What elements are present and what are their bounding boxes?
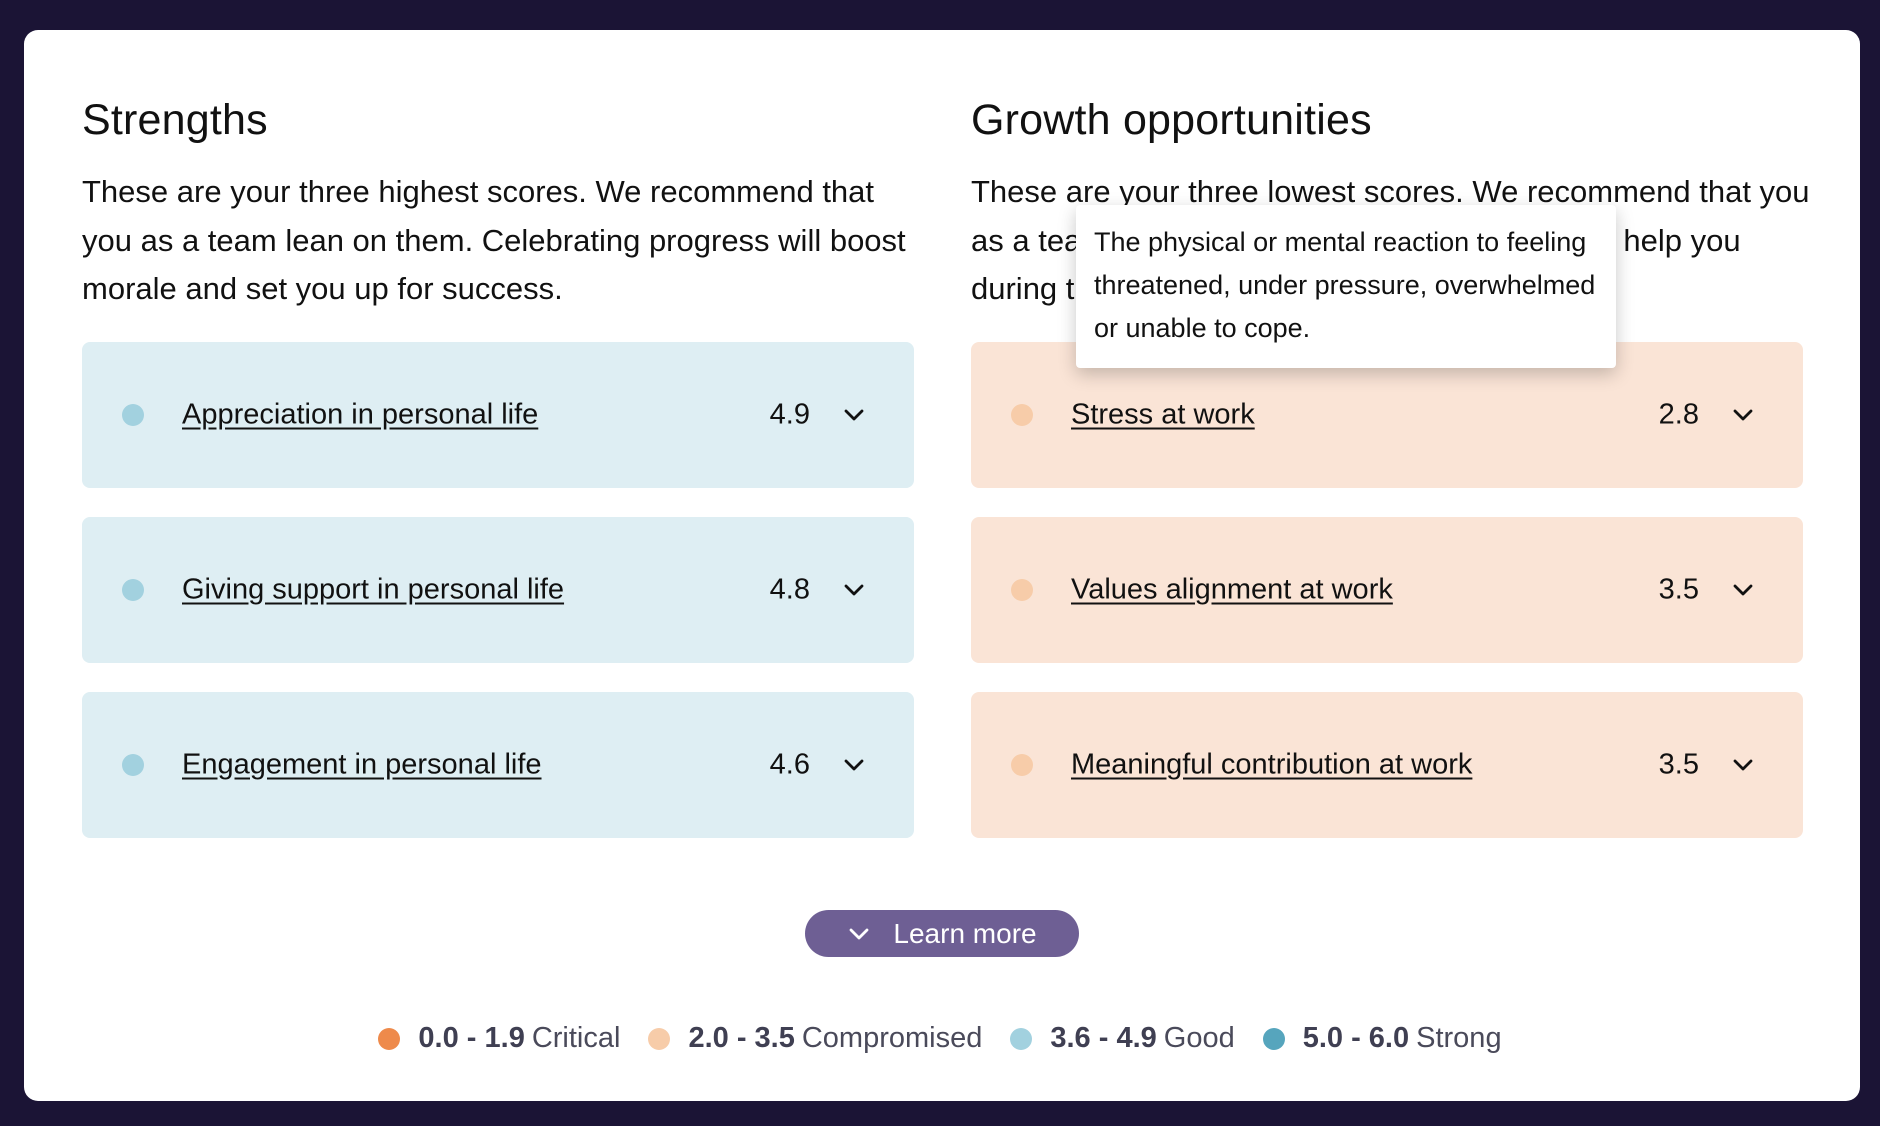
growth-row[interactable]: Values alignment at work 3.5 xyxy=(971,517,1803,663)
good-dot-icon xyxy=(122,404,144,426)
learn-more-label: Learn more xyxy=(893,917,1037,949)
score-legend: 0.0 - 1.9 Critical 2.0 - 3.5 Compromised… xyxy=(0,1022,1880,1055)
good-dot-icon xyxy=(122,579,144,601)
growth-list: Stress at work 2.8 Values alignment at w… xyxy=(971,342,1803,867)
strength-label[interactable]: Engagement in personal life xyxy=(182,748,542,781)
strong-dot-icon xyxy=(1262,1027,1285,1050)
strengths-title: Strengths xyxy=(82,96,268,144)
growth-score: 3.5 xyxy=(1658,573,1699,606)
growth-title: Growth opportunities xyxy=(971,96,1372,144)
growth-label[interactable]: Values alignment at work xyxy=(1071,573,1393,606)
strength-row[interactable]: Giving support in personal life 4.8 xyxy=(82,517,914,663)
chevron-down-icon[interactable] xyxy=(842,753,866,777)
critical-dot-icon xyxy=(378,1027,401,1050)
compromised-dot-icon xyxy=(1011,754,1033,776)
tooltip-text: The physical or mental reaction to feeli… xyxy=(1094,227,1596,343)
chevron-down-icon[interactable] xyxy=(842,403,866,427)
legend-range: 2.0 - 3.5 xyxy=(688,1022,795,1054)
good-dot-icon xyxy=(1010,1027,1033,1050)
strength-score: 4.6 xyxy=(769,748,810,781)
legend-item: 3.6 - 4.9 Good xyxy=(1010,1022,1235,1055)
chevron-down-icon[interactable] xyxy=(1731,578,1755,602)
chevron-down-icon[interactable] xyxy=(842,578,866,602)
legend-label: Critical xyxy=(531,1022,621,1054)
legend-range: 5.0 - 6.0 xyxy=(1302,1022,1410,1054)
strengths-description: These are your three highest scores. We … xyxy=(82,174,906,306)
tooltip: The physical or mental reaction to feeli… xyxy=(1076,205,1616,368)
compromised-dot-icon xyxy=(1011,404,1033,426)
legend-item: 2.0 - 3.5 Compromised xyxy=(648,1022,982,1055)
legend-range: 0.0 - 1.9 xyxy=(418,1022,525,1054)
growth-label[interactable]: Meaningful contribution at work xyxy=(1071,748,1473,781)
strength-label[interactable]: Appreciation in personal life xyxy=(182,398,539,431)
legend-label: Good xyxy=(1163,1022,1235,1054)
compromised-dot-icon xyxy=(1011,579,1033,601)
chevron-down-icon xyxy=(850,928,869,939)
strength-row[interactable]: Appreciation in personal life 4.9 xyxy=(82,342,914,488)
strengths-list: Appreciation in personal life 4.9 Giving… xyxy=(82,342,914,867)
strength-label[interactable]: Giving support in personal life xyxy=(182,573,565,606)
growth-score: 3.5 xyxy=(1658,748,1699,781)
strength-score: 4.9 xyxy=(769,398,810,431)
legend-item: 5.0 - 6.0 Strong xyxy=(1262,1022,1502,1055)
legend-label: Strong xyxy=(1416,1022,1502,1054)
learn-more-button[interactable]: Learn more xyxy=(805,910,1079,957)
legend-item: 0.0 - 1.9 Critical xyxy=(378,1022,620,1055)
chevron-down-icon[interactable] xyxy=(1731,753,1755,777)
legend-range: 3.6 - 4.9 xyxy=(1050,1022,1157,1054)
compromised-dot-icon xyxy=(648,1027,671,1050)
growth-row[interactable]: Meaningful contribution at work 3.5 xyxy=(971,692,1803,838)
strength-score: 4.8 xyxy=(769,573,810,606)
strength-row[interactable]: Engagement in personal life 4.6 xyxy=(82,692,914,838)
chevron-down-icon[interactable] xyxy=(1731,403,1755,427)
legend-label: Compromised xyxy=(801,1022,983,1054)
good-dot-icon xyxy=(122,754,144,776)
growth-score: 2.8 xyxy=(1658,398,1699,431)
growth-label[interactable]: Stress at work xyxy=(1071,398,1255,431)
